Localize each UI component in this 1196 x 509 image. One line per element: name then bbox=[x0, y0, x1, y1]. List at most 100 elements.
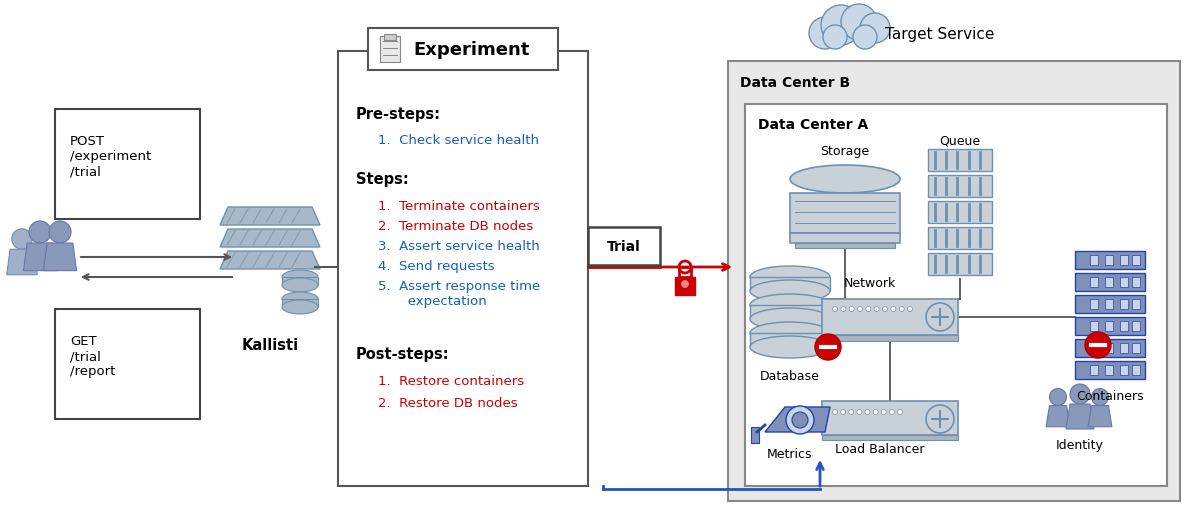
Bar bbox=[1131, 344, 1140, 353]
Bar bbox=[1119, 299, 1128, 309]
Bar bbox=[795, 243, 895, 248]
Circle shape bbox=[897, 410, 903, 415]
Circle shape bbox=[908, 307, 913, 312]
Bar bbox=[588, 228, 660, 266]
Circle shape bbox=[820, 6, 861, 46]
Circle shape bbox=[792, 412, 808, 428]
Text: Data Center B: Data Center B bbox=[740, 76, 850, 90]
Text: Trial: Trial bbox=[608, 240, 641, 253]
Bar bbox=[928, 176, 991, 197]
Bar bbox=[750, 333, 830, 347]
Bar bbox=[1131, 299, 1140, 309]
Circle shape bbox=[841, 307, 846, 312]
Circle shape bbox=[841, 5, 877, 41]
Circle shape bbox=[1070, 384, 1090, 404]
Bar bbox=[791, 234, 901, 243]
Bar bbox=[1131, 256, 1140, 266]
Bar bbox=[1090, 321, 1098, 331]
Bar bbox=[1119, 321, 1128, 331]
Circle shape bbox=[832, 307, 837, 312]
Bar bbox=[750, 277, 830, 292]
Bar bbox=[380, 37, 399, 63]
Bar bbox=[928, 202, 991, 223]
Bar bbox=[1090, 277, 1098, 288]
Text: Storage: Storage bbox=[820, 145, 869, 158]
Ellipse shape bbox=[750, 280, 830, 302]
Bar bbox=[1075, 318, 1145, 335]
Circle shape bbox=[849, 307, 854, 312]
Circle shape bbox=[841, 410, 846, 415]
Circle shape bbox=[814, 334, 841, 360]
Text: Load Balancer: Load Balancer bbox=[835, 442, 925, 455]
Circle shape bbox=[1050, 389, 1067, 406]
Bar bbox=[1105, 344, 1113, 353]
Text: Metrics: Metrics bbox=[768, 447, 813, 460]
Bar bbox=[1105, 277, 1113, 288]
Polygon shape bbox=[43, 244, 77, 271]
Bar bbox=[1119, 256, 1128, 266]
Circle shape bbox=[926, 405, 954, 433]
Ellipse shape bbox=[282, 270, 318, 285]
Polygon shape bbox=[1066, 404, 1094, 429]
Bar bbox=[822, 401, 958, 435]
Bar bbox=[282, 277, 318, 286]
Bar bbox=[338, 52, 588, 486]
Text: POST
/experiment
/trial: POST /experiment /trial bbox=[71, 135, 151, 178]
Text: Database: Database bbox=[761, 369, 820, 382]
Circle shape bbox=[1085, 332, 1111, 358]
Bar bbox=[751, 427, 759, 443]
Bar bbox=[1131, 365, 1140, 375]
Bar bbox=[55, 110, 200, 219]
Circle shape bbox=[808, 18, 841, 50]
Text: 2.  Terminate DB nodes: 2. Terminate DB nodes bbox=[378, 219, 533, 233]
Bar bbox=[928, 150, 991, 172]
Ellipse shape bbox=[282, 300, 318, 315]
Bar bbox=[1119, 365, 1128, 375]
Bar bbox=[1075, 273, 1145, 292]
Polygon shape bbox=[765, 407, 830, 432]
Circle shape bbox=[858, 307, 862, 312]
Bar bbox=[1105, 321, 1113, 331]
Bar bbox=[55, 309, 200, 419]
Ellipse shape bbox=[750, 267, 830, 289]
Circle shape bbox=[832, 410, 837, 415]
Bar bbox=[822, 335, 958, 342]
Circle shape bbox=[891, 307, 896, 312]
Circle shape bbox=[823, 26, 847, 50]
Text: 5.  Assert response time
       expectation: 5. Assert response time expectation bbox=[378, 279, 541, 307]
Circle shape bbox=[866, 307, 871, 312]
Polygon shape bbox=[220, 208, 321, 225]
Bar bbox=[1075, 340, 1145, 357]
Text: 1.  Terminate containers: 1. Terminate containers bbox=[378, 200, 539, 213]
Bar bbox=[1090, 365, 1098, 375]
Bar bbox=[928, 253, 991, 275]
Circle shape bbox=[682, 281, 689, 288]
Text: Queue: Queue bbox=[939, 134, 981, 147]
Ellipse shape bbox=[282, 293, 318, 306]
Bar bbox=[1131, 277, 1140, 288]
Circle shape bbox=[849, 410, 854, 415]
Text: GET
/trial
/report: GET /trial /report bbox=[71, 334, 115, 377]
Polygon shape bbox=[7, 250, 37, 275]
Text: 4.  Send requests: 4. Send requests bbox=[378, 260, 495, 272]
Text: Post-steps:: Post-steps: bbox=[356, 346, 450, 361]
Circle shape bbox=[899, 307, 904, 312]
Bar bbox=[675, 277, 695, 295]
Ellipse shape bbox=[750, 336, 830, 358]
Ellipse shape bbox=[750, 308, 830, 330]
Polygon shape bbox=[220, 251, 321, 269]
Circle shape bbox=[853, 26, 877, 50]
Bar bbox=[1075, 295, 1145, 314]
Bar bbox=[1090, 344, 1098, 353]
Text: Kallisti: Kallisti bbox=[242, 337, 299, 352]
Circle shape bbox=[874, 307, 879, 312]
Bar bbox=[1090, 256, 1098, 266]
Circle shape bbox=[865, 410, 869, 415]
Bar bbox=[728, 62, 1180, 501]
Circle shape bbox=[860, 14, 890, 44]
Circle shape bbox=[1092, 389, 1109, 406]
Bar bbox=[282, 299, 318, 307]
Circle shape bbox=[883, 307, 887, 312]
Polygon shape bbox=[24, 244, 56, 271]
Text: Containers: Containers bbox=[1076, 389, 1143, 402]
